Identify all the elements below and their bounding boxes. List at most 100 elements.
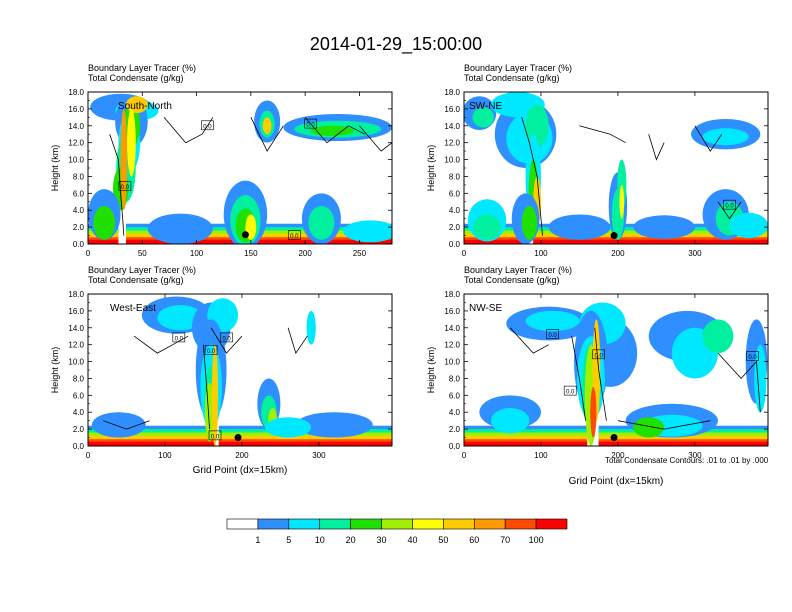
surface-band (598, 441, 768, 446)
x-tick-label: 0 (86, 451, 91, 460)
y-tick-label: 4.0 (449, 408, 461, 417)
location-marker (610, 434, 618, 442)
condensate-contour (287, 327, 308, 355)
tracer-shade (157, 304, 204, 331)
location-marker (234, 434, 242, 442)
y-tick-label: 18.0 (68, 88, 84, 97)
y-tick-label: 0.0 (449, 240, 461, 249)
y-tick-label: 8.0 (449, 172, 461, 181)
y-tick-label: 10.0 (68, 358, 84, 367)
contour-label-box (204, 345, 218, 355)
y-tick-label: 18.0 (444, 88, 460, 97)
tracer-shade (120, 108, 128, 211)
x-tick-label: 200 (611, 451, 625, 460)
surface-band (464, 441, 588, 446)
contour-label-box (546, 329, 559, 339)
x-tick-label: 300 (688, 249, 702, 258)
colorbar-label: 1 (255, 535, 260, 545)
condensate-contour (509, 327, 549, 354)
tracer-shade (633, 417, 665, 438)
tracer-shade (490, 408, 530, 434)
contour-label: 0.0 (222, 336, 231, 342)
x-tick-label: 0 (462, 451, 467, 460)
x-tick-label: 300 (312, 451, 326, 460)
y-tick-label: 2.0 (449, 425, 461, 434)
contour-label: 0.0 (725, 204, 734, 210)
tracer-shade (262, 117, 272, 135)
panel-label: SW-NE (469, 101, 502, 112)
y-tick-label: 14.0 (444, 324, 460, 333)
contour-label-box (592, 349, 605, 360)
tracer-shade (91, 412, 146, 438)
x-tick-label: 100 (534, 249, 548, 258)
contour-label: 0.0 (211, 434, 220, 440)
tracer-shade (473, 214, 501, 240)
contour-label: 0.0 (203, 124, 212, 130)
x-tick-label: 200 (611, 249, 625, 258)
contour-label: 0.0 (306, 123, 315, 129)
tracer-shade (590, 386, 597, 438)
x-tick-label: 100 (158, 451, 172, 460)
condensate-contour (579, 125, 626, 144)
y-tick-label: 8.0 (73, 172, 85, 181)
tracer-field: 0.0 0.0 0.0 0.0 (464, 294, 768, 446)
condensate-contour (617, 420, 711, 430)
condensate-contour (109, 134, 125, 236)
colorbar-label: 10 (315, 535, 325, 545)
x-tick-label: 0 (462, 249, 467, 258)
contour-label-box (287, 230, 301, 240)
y-tick-label: 4.0 (73, 408, 85, 417)
surface-band (218, 441, 392, 446)
panel-subtitle-condensate: Total Condensate (g/kg) (88, 275, 184, 285)
y-tick-label: 14.0 (68, 324, 84, 333)
colorbar-label: 30 (377, 535, 387, 545)
contour-label: 0.0 (175, 336, 184, 342)
x-tick-label: 50 (138, 249, 147, 258)
surface-band (533, 239, 768, 244)
surface-band (88, 441, 215, 446)
y-tick-label: 4.0 (73, 206, 85, 215)
contour-label: 0.0 (121, 185, 130, 191)
colorbar-swatch (319, 518, 351, 530)
contour-label-box (208, 430, 222, 441)
contour-label: 0.0 (290, 234, 299, 240)
y-axis-label: Height (km) (426, 347, 436, 394)
chart-panel-swne: Boundary Layer Tracer (%)Total Condensat… (426, 63, 769, 258)
condensate-contour (571, 336, 586, 421)
panel-subtitle-condensate: Total Condensate (g/kg) (464, 275, 560, 285)
y-tick-label: 2.0 (73, 223, 85, 232)
condensate-contour (521, 117, 543, 236)
contour-label-box (172, 332, 186, 343)
x-tick-label: 250 (353, 249, 367, 258)
chart-panel-nwse: Boundary Layer Tracer (%)Total Condensat… (426, 265, 769, 487)
y-axis-label: Height (km) (50, 347, 60, 394)
contour-label: 0.0 (595, 353, 604, 359)
tracer-shade (295, 412, 373, 438)
surface-band (88, 239, 119, 244)
y-tick-label: 16.0 (444, 105, 460, 114)
y-tick-label: 10.0 (444, 156, 460, 165)
contour-label: 0.0 (748, 355, 757, 361)
panel-subtitle-condensate: Total Condensate (g/kg) (88, 73, 184, 83)
tracer-shade (211, 344, 219, 446)
y-tick-label: 2.0 (73, 425, 85, 434)
condensate-contour (648, 134, 665, 161)
condensate-contour (210, 327, 243, 354)
tracer-shade (310, 125, 354, 136)
panel-subtitle-tracer: Boundary Layer Tracer (%) (88, 265, 196, 275)
colorbar-swatch (412, 518, 444, 530)
tracer-shade (702, 319, 734, 354)
y-tick-label: 16.0 (444, 307, 460, 316)
location-marker (241, 231, 249, 239)
tracer-shade (147, 213, 213, 244)
panel-label: NW-SE (469, 303, 502, 314)
contour-note: Total Condensate Contours: .01 to .01 by… (605, 456, 769, 465)
contour-label-box (220, 332, 233, 343)
x-tick-label: 100 (190, 249, 204, 258)
colorbar-swatch (288, 518, 321, 530)
y-tick-label: 18.0 (444, 290, 460, 299)
tracer-shade (127, 108, 136, 177)
contour-label: 0.0 (548, 333, 557, 339)
y-tick-label: 6.0 (449, 391, 461, 400)
